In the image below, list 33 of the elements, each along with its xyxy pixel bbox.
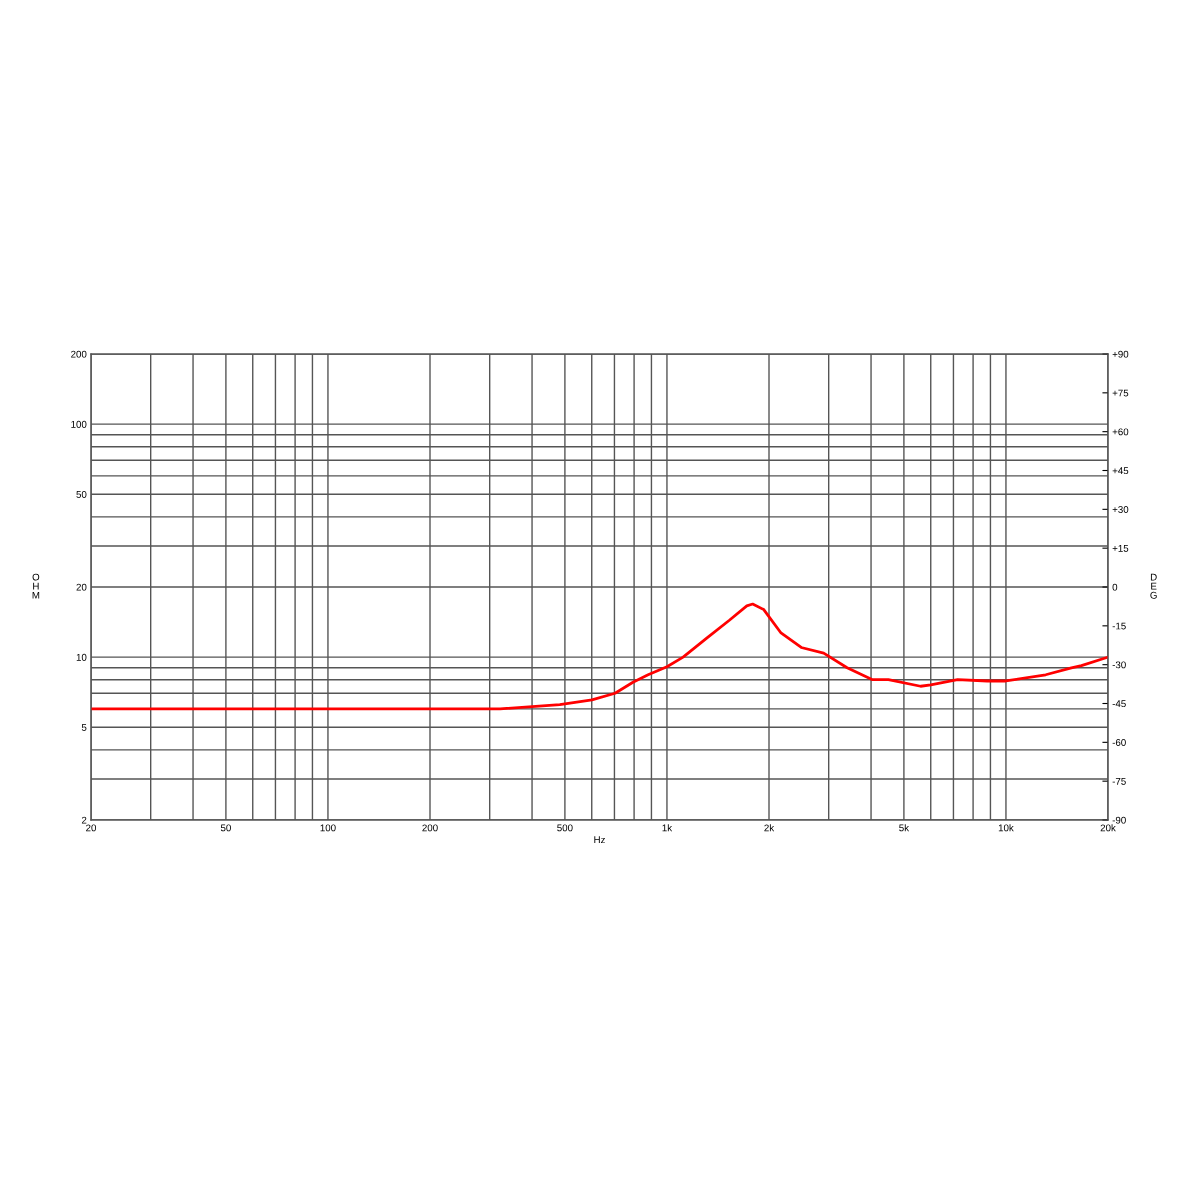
y2-tick-label: +15 <box>1112 545 1129 552</box>
y-tick-label: 20 <box>76 583 87 591</box>
y-tick-label: 200 <box>71 350 87 358</box>
x-tick-label: 10k <box>998 824 1014 832</box>
x-tick-label: 200 <box>422 824 438 832</box>
y-tick-label: 5 <box>81 724 87 731</box>
y-axis-title: OHM <box>32 573 40 599</box>
y2-tick-label: -60 <box>1112 739 1126 746</box>
y2-tick-label: +45 <box>1112 467 1129 475</box>
x-tick-label: 100 <box>320 824 336 832</box>
x-tick-label: 5k <box>899 824 910 832</box>
y2-tick-label: +90 <box>1112 350 1129 358</box>
x-tick-label: 1k <box>662 824 673 832</box>
y2-tick-label: +75 <box>1112 389 1129 397</box>
y-tick-label: 100 <box>71 420 87 428</box>
y2-tick-label: -75 <box>1112 778 1126 785</box>
y-tick-label: 2 <box>81 816 87 824</box>
x-tick-label: 50 <box>220 824 231 832</box>
y-tick-label: 10 <box>76 653 87 661</box>
y2-tick-label: +30 <box>1112 506 1129 513</box>
y2-tick-label: -90 <box>1112 816 1126 824</box>
x-tick-label: 2k <box>764 824 775 832</box>
y2-tick-label: -45 <box>1112 700 1126 708</box>
y2-axis-title: DEG <box>1150 573 1157 599</box>
x-tick-label: 500 <box>557 824 573 832</box>
x-tick-label: 20k <box>1100 824 1116 832</box>
y-tick-label: 50 <box>76 491 87 498</box>
x-tick-label: 20 <box>86 824 97 832</box>
y2-tick-label: 0 <box>1112 583 1118 591</box>
y2-tick-label: -15 <box>1112 622 1126 630</box>
x-axis-title: Hz <box>594 836 605 844</box>
y2-tick-label: +60 <box>1112 428 1129 436</box>
y2-tick-label: -30 <box>1112 661 1126 669</box>
